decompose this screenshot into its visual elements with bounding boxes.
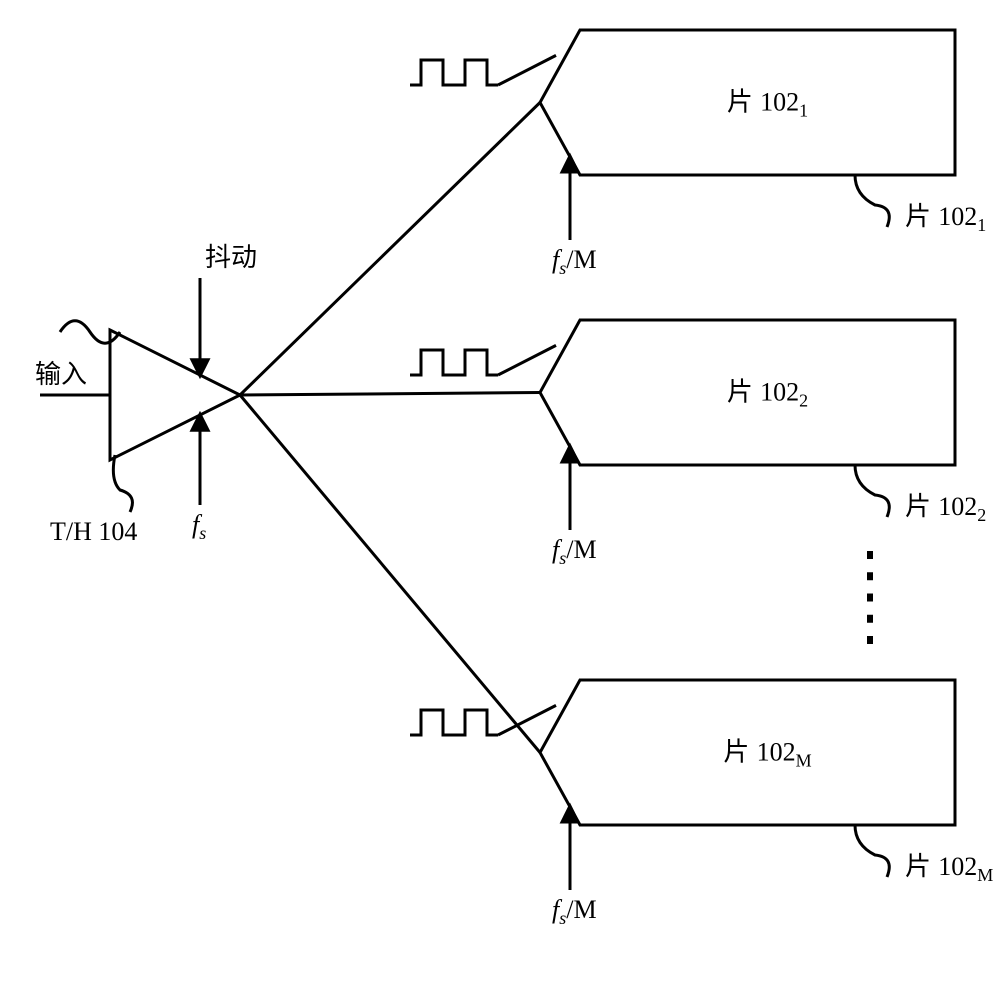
slice-output-label: 片 1022 [905, 491, 986, 525]
th-label: T/H 104 [50, 517, 137, 546]
input-label: 输入 [35, 359, 87, 389]
diagram-canvas: 输入 抖动 fs T/H 104 fs/M 片 1021 片 1021 fs/M 片 1022 片… [0, 0, 1000, 994]
fs-label: fs [192, 510, 206, 543]
ellipsis-dot [867, 636, 873, 644]
clock-connector [498, 345, 556, 375]
ellipsis-dot [867, 615, 873, 623]
clock-connector [498, 705, 556, 735]
fanout-line [240, 395, 540, 753]
fanout-line [240, 103, 540, 396]
slice-block-label: 片 102M [723, 737, 811, 771]
slice-output-label: 片 1021 [905, 201, 986, 235]
slice-output-label: 片 102M [905, 851, 993, 885]
clock-icon [410, 350, 498, 375]
ellipsis-dot [867, 551, 873, 559]
slice-callout-curl [855, 175, 889, 227]
slice-block-label: 片 1022 [727, 377, 808, 411]
fsm-label: fs/M [552, 535, 597, 568]
slice-callout-curl [855, 825, 889, 877]
fsm-label: fs/M [552, 895, 597, 928]
ellipsis-dot [867, 572, 873, 580]
clock-icon [410, 710, 498, 735]
clock-icon [410, 60, 498, 85]
ellipsis-dot [867, 594, 873, 602]
th-callout-curl [113, 455, 132, 512]
fsm-label: fs/M [552, 245, 597, 278]
dither-label: 抖动 [205, 242, 257, 272]
clock-connector [498, 55, 556, 85]
fanout-line [240, 393, 540, 396]
slice-block-label: 片 1021 [727, 87, 808, 121]
slice-callout-curl [855, 465, 889, 517]
track-hold-amplifier [110, 330, 240, 460]
